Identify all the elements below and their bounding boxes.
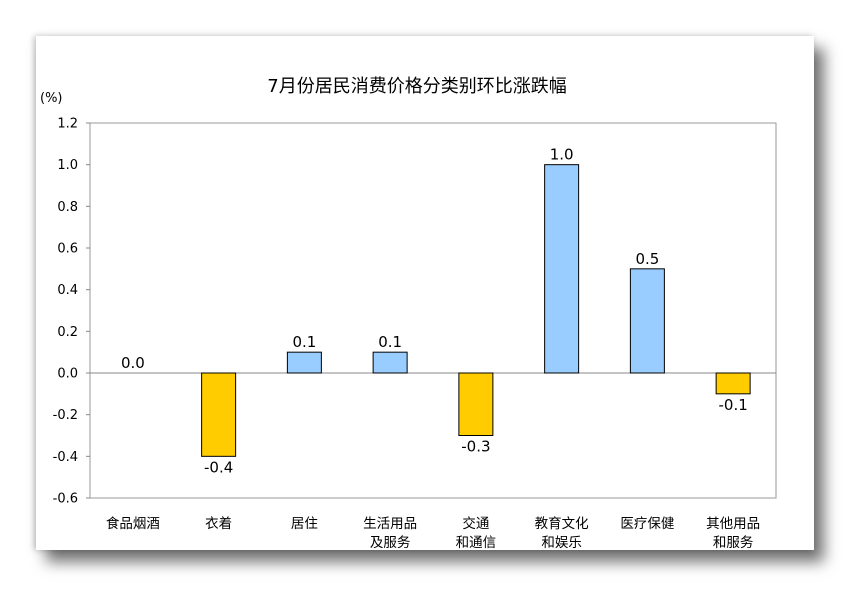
y-tick-label: 0.0: [57, 367, 78, 382]
category-label-line: 医疗保健: [620, 516, 674, 532]
plot-area: [89, 122, 777, 499]
category-label-line: 和通信: [456, 535, 497, 550]
bar: [715, 372, 751, 395]
data-label: 0.1: [378, 333, 402, 351]
category-label: 衣着: [205, 515, 232, 532]
bar: [458, 372, 494, 436]
category-label-line: 生活用品: [363, 516, 417, 532]
y-tick-label: -0.2: [53, 408, 78, 423]
data-label: -0.1: [718, 396, 747, 414]
y-tick-label: 0.8: [57, 200, 78, 215]
bar-chart: 7月份居民消费价格分类别环比涨跌幅 (%) 1.2 1.0 0.8 0.6 0.4 0.2…: [40, 76, 777, 551]
data-label: -0.4: [204, 458, 233, 476]
category-label-line: 其他用品: [706, 516, 760, 532]
chart-card: 7月份居民消费价格分类别环比涨跌幅 (%) 1.2 1.0 0.8 0.6 0.4 0.2…: [36, 36, 814, 551]
bar: [286, 351, 322, 374]
y-tick-label: 0.4: [57, 283, 78, 298]
category-label: 食品烟酒: [106, 515, 160, 532]
y-tick-label: 1.0: [57, 158, 78, 173]
bar: [629, 268, 665, 374]
y-tick-label: -0.6: [53, 492, 78, 507]
data-labels: 0.0 -0.4 0.1 0.1 -0.3 1.0 0.5 -0.1: [121, 146, 748, 477]
category-label: 医疗保健: [620, 516, 674, 532]
category-label: 居住: [291, 516, 318, 532]
data-label: 0.0: [121, 354, 145, 372]
data-label: -0.3: [461, 438, 490, 456]
y-tick-label: -0.4: [53, 450, 78, 465]
category-label-line: 及服务: [370, 535, 411, 550]
data-label: 0.5: [635, 250, 659, 268]
bars: [201, 164, 751, 457]
category-label-line: 和娱乐: [541, 535, 582, 550]
category-label-line: 交通: [462, 515, 489, 532]
category-label-line: 食品烟酒: [106, 515, 160, 532]
bar: [372, 351, 408, 374]
y-axis-unit-label: (%): [40, 91, 63, 106]
category-label-line: 和服务: [713, 535, 754, 550]
category-label-line: 居住: [291, 516, 318, 532]
data-label: 0.1: [292, 333, 316, 351]
y-tick-label: 0.6: [57, 242, 78, 257]
category-label-line: 衣着: [205, 515, 232, 532]
category-label-line: 教育文化: [535, 516, 589, 532]
data-label: 1.0: [550, 146, 574, 164]
bar: [201, 372, 237, 457]
y-axis-ticks: 1.2 1.0 0.8 0.6 0.4 0.2 0.0 -0.2 -0.4 -0.6: [53, 117, 90, 507]
chart-title: 7月份居民消费价格分类别环比涨跌幅: [267, 76, 566, 97]
y-tick-label: 0.2: [57, 325, 78, 340]
y-tick-label: 1.2: [57, 117, 78, 132]
bar: [544, 164, 580, 374]
